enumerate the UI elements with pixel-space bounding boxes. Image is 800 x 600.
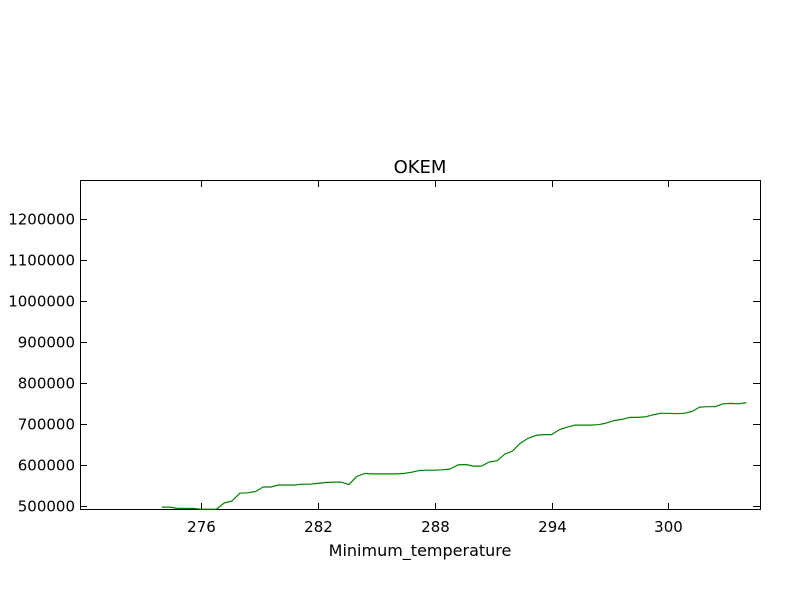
x-tick-label: 288	[421, 518, 450, 536]
x-tick-label: 282	[304, 518, 333, 536]
chart-title: OKEM	[394, 157, 447, 178]
y-tick-label: 1200000	[8, 211, 75, 229]
x-tick-label: 294	[538, 518, 567, 536]
y-tick-label: 600000	[18, 457, 75, 475]
y-tick-label: 800000	[18, 375, 75, 393]
x-axis-label: Minimum_temperature	[329, 541, 512, 561]
y-tick-label: 1100000	[8, 252, 75, 270]
x-tick-label: 300	[654, 518, 683, 536]
x-tick-label: 276	[187, 518, 216, 536]
y-tick-label: 1000000	[8, 293, 75, 311]
plot-frame	[80, 180, 761, 510]
series-layer	[161, 402, 747, 510]
y-axis: 500000 600000 700000 800000 900000 1000000 110…	[8, 211, 760, 516]
y-tick-label: 500000	[18, 498, 75, 516]
series-line	[161, 402, 747, 510]
x-axis: 276 282 288 294 300	[187, 180, 683, 536]
y-tick-label: 700000	[18, 416, 75, 434]
y-tick-label: 900000	[18, 334, 75, 352]
